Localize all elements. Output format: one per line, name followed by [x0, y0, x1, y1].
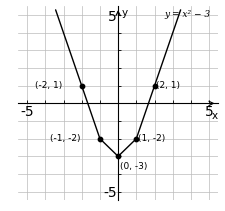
Text: y = x² − 3: y = x² − 3 [164, 10, 211, 19]
Text: (2, 1): (2, 1) [156, 81, 180, 90]
Text: (-2, 1): (-2, 1) [35, 81, 63, 90]
Point [98, 137, 102, 140]
Point [135, 137, 138, 140]
Text: x: x [212, 111, 218, 121]
Text: (-1, -2): (-1, -2) [50, 134, 81, 143]
Point [80, 84, 83, 87]
Point [153, 84, 156, 87]
Point [116, 155, 120, 158]
Text: (0, -3): (0, -3) [120, 162, 147, 170]
Text: (1, -2): (1, -2) [138, 134, 165, 143]
Text: y: y [122, 8, 128, 18]
